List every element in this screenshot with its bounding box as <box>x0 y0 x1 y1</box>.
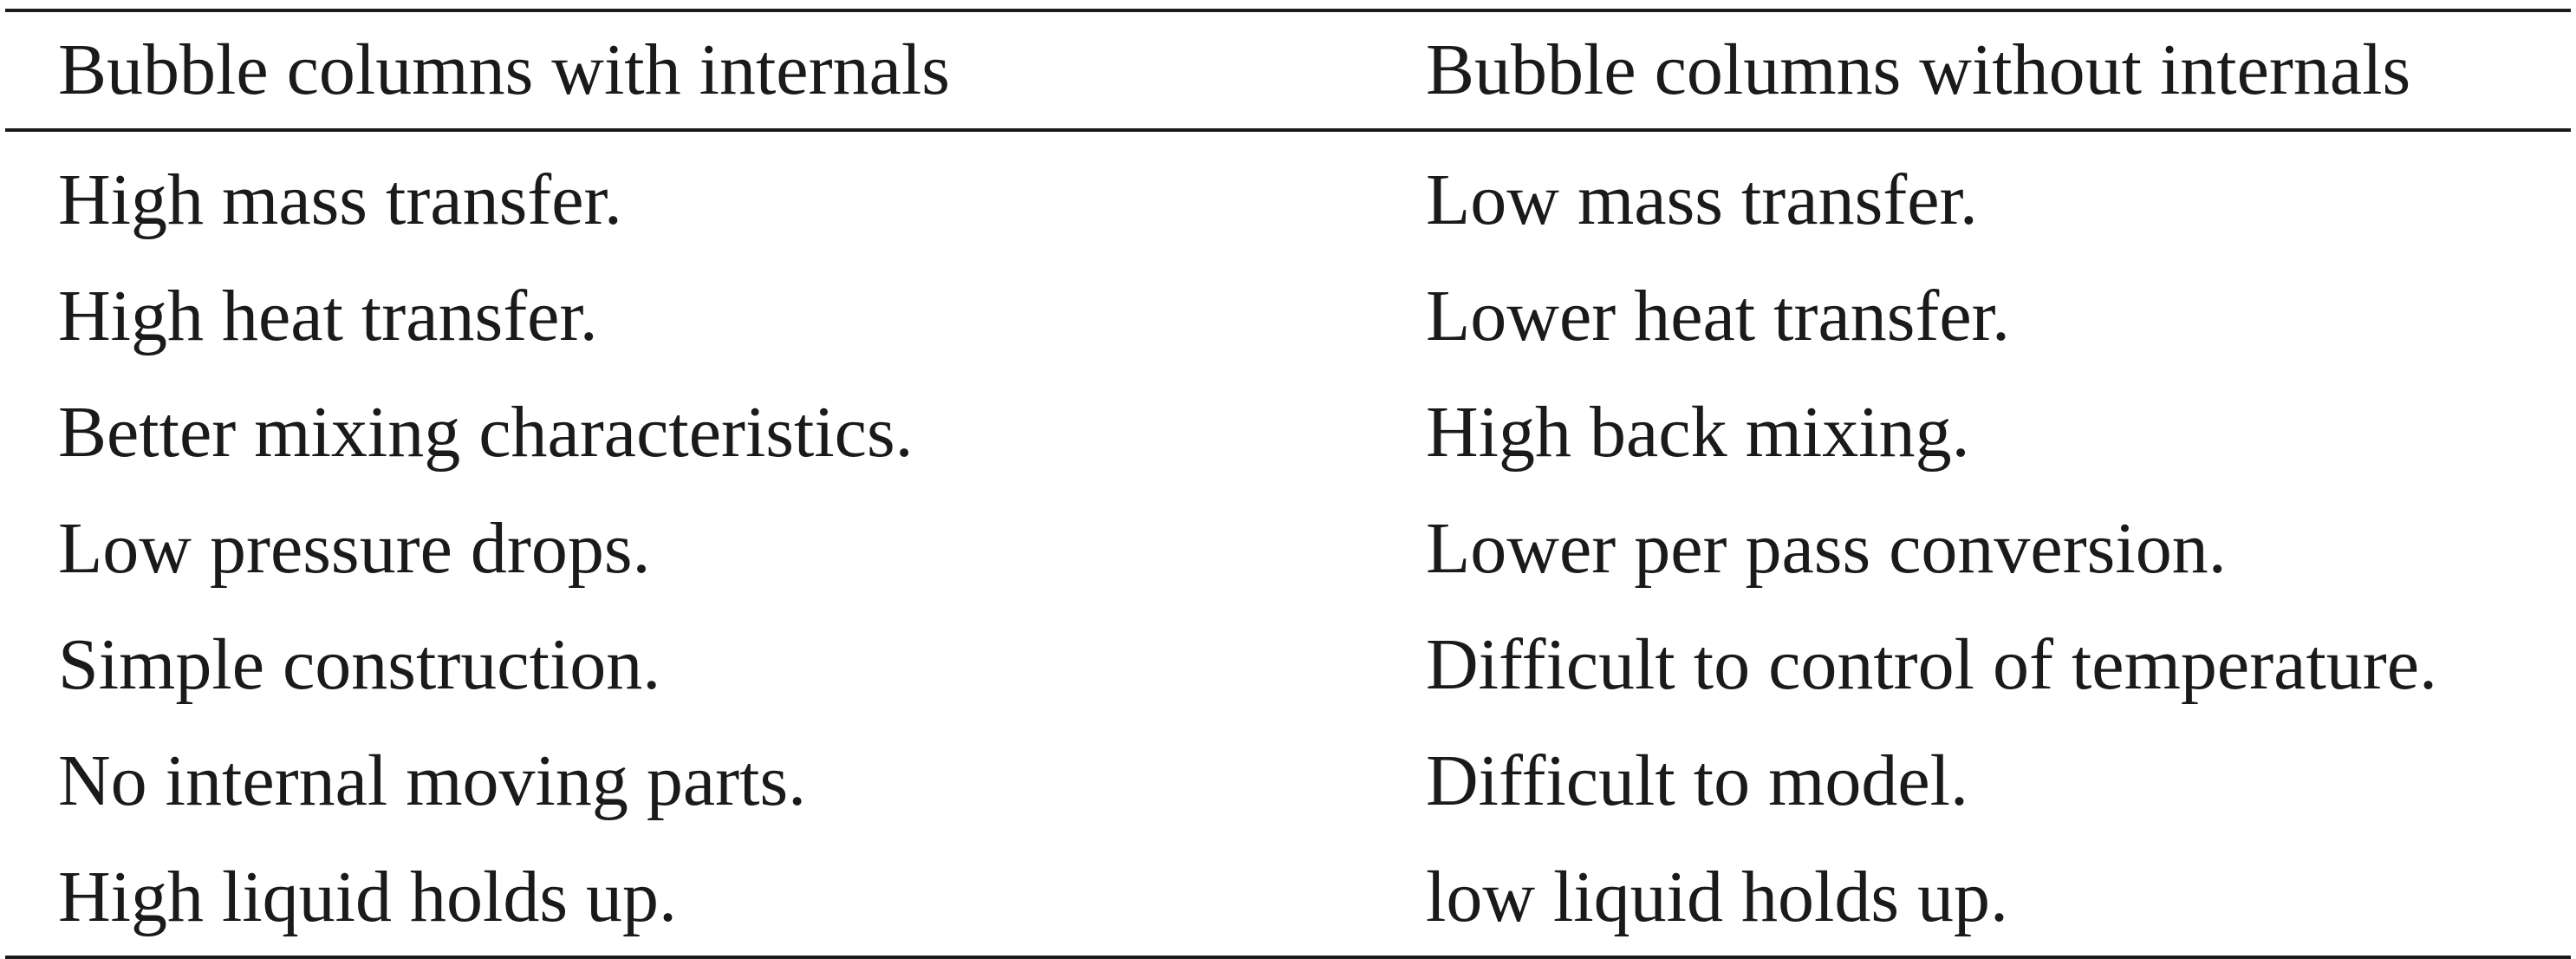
cell-without-internals: Difficult to control of temperature. <box>1426 624 2438 705</box>
header-with-internals: Bubble columns with internals <box>58 29 950 110</box>
table-row: High mass transfer. Low mass transfer. <box>5 130 2571 258</box>
table-row: High heat transfer. Lower heat transfer. <box>5 258 2571 375</box>
table-header: Bubble columns with internals Bubble col… <box>5 10 2571 130</box>
cell-with-internals: Simple construction. <box>58 624 661 705</box>
comparison-table-container: Bubble columns with internals Bubble col… <box>5 9 2571 959</box>
header-without-internals: Bubble columns without internals <box>1426 29 2411 110</box>
cell-without-internals: Lower heat transfer. <box>1426 276 2011 356</box>
table-row: No internal moving parts. Difficult to m… <box>5 723 2571 839</box>
table-row: Better mixing characteristics. High back… <box>5 375 2571 491</box>
table-body: High mass transfer. Low mass transfer. H… <box>5 130 2571 957</box>
table-row: Simple construction. Difficult to contro… <box>5 607 2571 723</box>
cell-with-internals: Low pressure drops. <box>58 508 651 589</box>
comparison-table: Bubble columns with internals Bubble col… <box>5 9 2571 959</box>
cell-with-internals: Better mixing characteristics. <box>58 392 914 473</box>
cell-with-internals: High liquid holds up. <box>58 857 678 937</box>
cell-without-internals: Lower per pass conversion. <box>1426 508 2227 589</box>
cell-without-internals: low liquid holds up. <box>1426 857 2009 937</box>
cell-without-internals: Difficult to model. <box>1426 740 1969 821</box>
cell-with-internals: No internal moving parts. <box>58 740 807 821</box>
table-row: High liquid holds up. low liquid holds u… <box>5 839 2571 957</box>
table-row: Low pressure drops. Lower per pass conve… <box>5 491 2571 607</box>
cell-with-internals: High mass transfer. <box>58 160 622 240</box>
cell-without-internals: High back mixing. <box>1426 392 1970 473</box>
cell-without-internals: Low mass transfer. <box>1426 160 1978 240</box>
header-row: Bubble columns with internals Bubble col… <box>5 10 2571 130</box>
cell-with-internals: High heat transfer. <box>58 276 598 356</box>
